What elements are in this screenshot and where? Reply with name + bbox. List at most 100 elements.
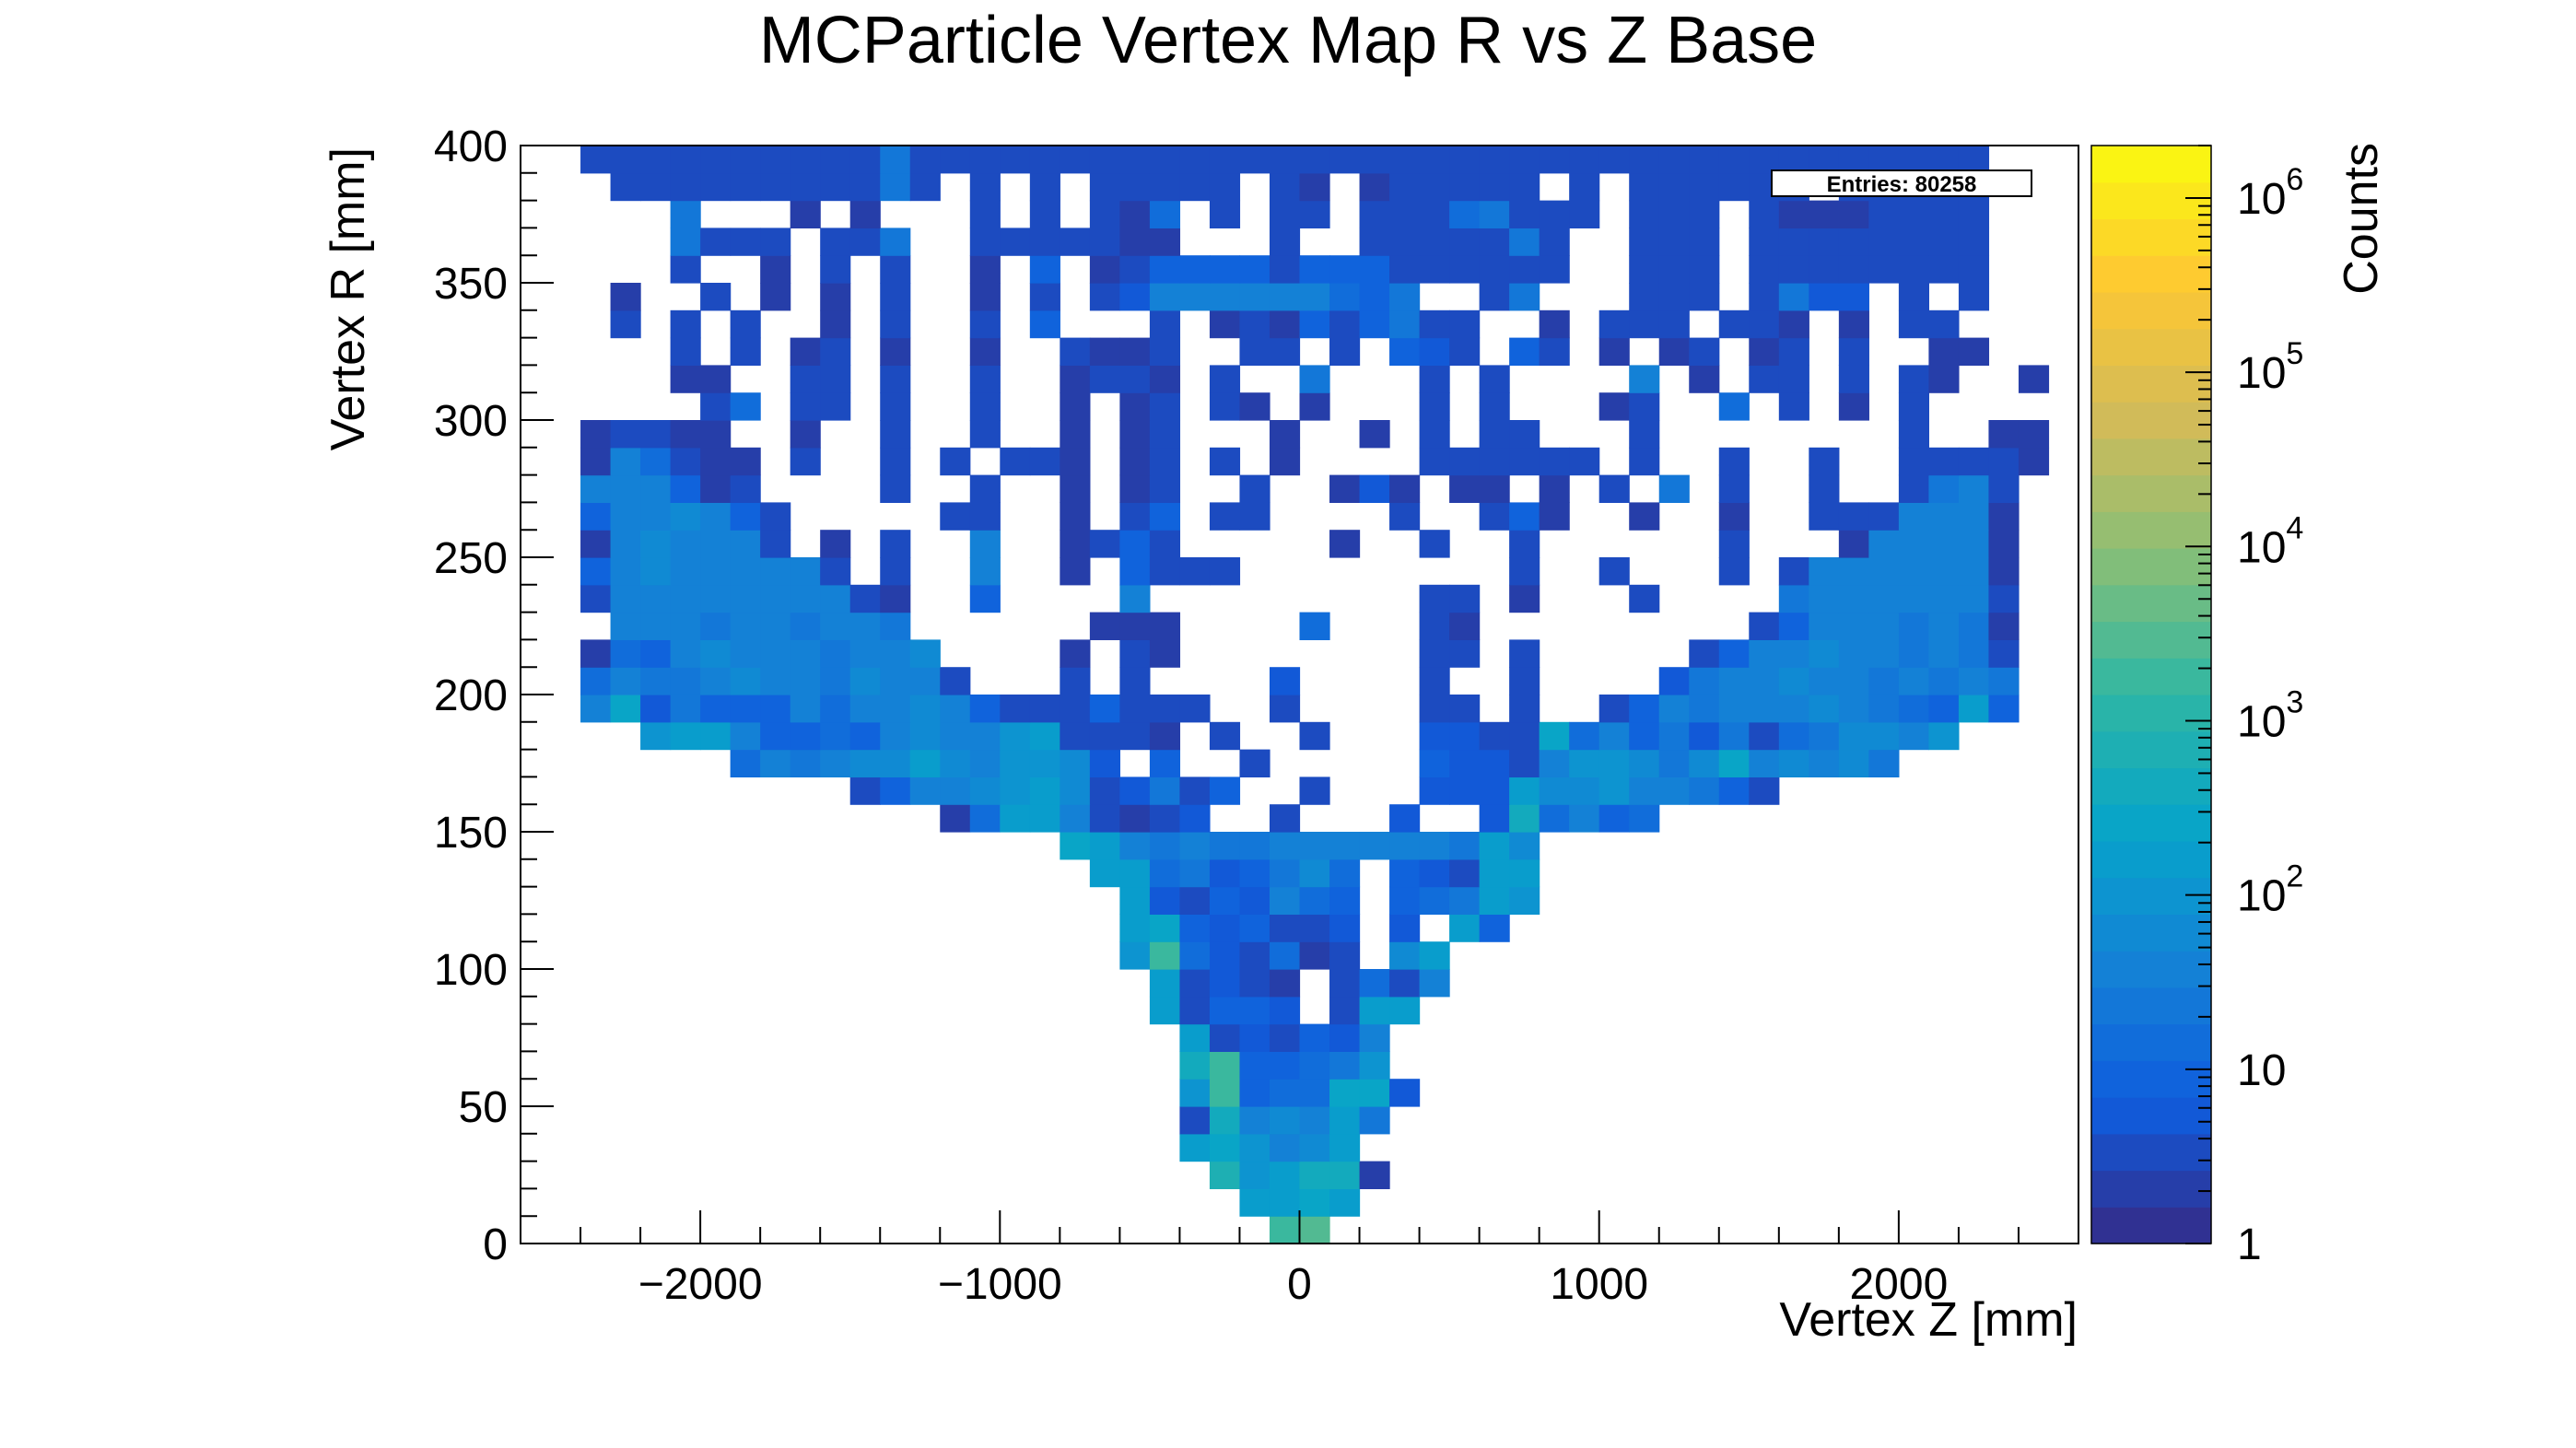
heatmap-bin bbox=[1689, 721, 1720, 751]
heatmap-bin bbox=[1868, 749, 1900, 777]
heatmap-bin bbox=[1629, 283, 1660, 311]
heatmap-bin bbox=[700, 721, 732, 751]
heatmap-bin bbox=[1329, 146, 1361, 174]
heatmap-bin bbox=[1299, 255, 1330, 284]
heatmap-bin bbox=[1868, 502, 1900, 531]
heatmap-bin bbox=[580, 530, 612, 558]
heatmap-bin bbox=[1539, 447, 1570, 476]
z-tick-exponent: 6 bbox=[2286, 162, 2303, 197]
heatmap-bin bbox=[1479, 474, 1510, 503]
heatmap-bin bbox=[1239, 1133, 1270, 1162]
heatmap-bin bbox=[1958, 337, 1990, 366]
heatmap-bin bbox=[1449, 612, 1481, 640]
heatmap-bin bbox=[1718, 502, 1750, 531]
heatmap-bin bbox=[1149, 639, 1181, 668]
heatmap-bin bbox=[1809, 612, 1840, 640]
heatmap-bin bbox=[1119, 337, 1151, 366]
heatmap-bin bbox=[1209, 283, 1241, 311]
color-scale bbox=[2091, 146, 2211, 1244]
heatmap-bin bbox=[1928, 695, 1960, 723]
heatmap-bin bbox=[820, 283, 851, 311]
heatmap-bin bbox=[940, 721, 971, 751]
heatmap-bin bbox=[700, 283, 732, 311]
heatmap-bin bbox=[1778, 584, 1809, 613]
heatmap-bin bbox=[1329, 255, 1361, 284]
heatmap-bin bbox=[1509, 146, 1540, 174]
heatmap-bin bbox=[760, 584, 791, 613]
heatmap-bin bbox=[1209, 1023, 1241, 1052]
heatmap-bin bbox=[1718, 695, 1750, 723]
heatmap-bin bbox=[1479, 749, 1510, 777]
heatmap-bin bbox=[1928, 502, 1960, 531]
heatmap-bin bbox=[1629, 804, 1660, 833]
heatmap-bin bbox=[790, 200, 821, 228]
heatmap-bin bbox=[1598, 337, 1630, 366]
heatmap-bin bbox=[1119, 392, 1151, 421]
heatmap-bin bbox=[670, 255, 701, 284]
heatmap-bin bbox=[1060, 502, 1091, 531]
heatmap-bin bbox=[1060, 530, 1091, 558]
heatmap-bin bbox=[1029, 721, 1060, 751]
heatmap-bin bbox=[1958, 447, 1990, 476]
heatmap-bin bbox=[1359, 309, 1390, 339]
heatmap-bin bbox=[1928, 228, 1960, 256]
heatmap-bin bbox=[1838, 584, 1869, 613]
heatmap-bin bbox=[730, 749, 761, 777]
heatmap-bin bbox=[1898, 365, 1929, 393]
heatmap-bin bbox=[1479, 146, 1510, 174]
heatmap-bin bbox=[1898, 447, 1929, 476]
heatmap-bin bbox=[760, 283, 791, 311]
heatmap-bin bbox=[1689, 777, 1720, 805]
heatmap-bin bbox=[1958, 146, 1990, 174]
y-axis: 0 50 100 150 200 250 300 350 400 bbox=[434, 123, 554, 1269]
heatmap-bin bbox=[1928, 612, 1960, 640]
heatmap-bin bbox=[1389, 502, 1421, 531]
heatmap-bin bbox=[1539, 502, 1570, 531]
heatmap-bin bbox=[1060, 804, 1091, 833]
heatmap-bin bbox=[1868, 557, 1900, 586]
heatmap-bin bbox=[1089, 749, 1120, 777]
color-scale-segment bbox=[2091, 695, 2211, 732]
heatmap-bin bbox=[1509, 447, 1540, 476]
heatmap-bin bbox=[760, 721, 791, 751]
heatmap-bin bbox=[1838, 667, 1869, 695]
heatmap-bin bbox=[1299, 172, 1330, 202]
heatmap-bin bbox=[1179, 804, 1211, 833]
heatmap-bin bbox=[1958, 557, 1990, 586]
heatmap-bin bbox=[1179, 146, 1211, 174]
color-scale-segment bbox=[2091, 511, 2211, 549]
heatmap-bin bbox=[849, 667, 881, 695]
heatmap-bin bbox=[760, 530, 791, 558]
y-tick-label: 250 bbox=[434, 534, 508, 583]
heatmap-bin bbox=[1359, 1023, 1390, 1052]
heatmap-bin bbox=[969, 420, 1001, 449]
heatmap-bin bbox=[1598, 557, 1630, 586]
heatmap-bin bbox=[1239, 337, 1270, 366]
heatmap-bin bbox=[1898, 612, 1929, 640]
heatmap-bin bbox=[1898, 474, 1929, 503]
heatmap-bin bbox=[790, 365, 821, 393]
y-tick-label: 150 bbox=[434, 809, 508, 858]
heatmap-bin bbox=[1209, 200, 1241, 228]
heatmap-bin bbox=[1389, 172, 1421, 202]
heatmap-bin bbox=[1359, 255, 1390, 284]
heatmap-bin bbox=[1658, 228, 1690, 256]
heatmap-bin bbox=[1269, 914, 1301, 942]
heatmap-bin bbox=[1928, 255, 1960, 284]
heatmap-bin bbox=[1928, 721, 1960, 751]
heatmap-bin bbox=[1000, 695, 1031, 723]
heatmap-bin bbox=[1898, 502, 1929, 531]
heatmap-bin bbox=[1239, 255, 1270, 284]
heatmap-bin bbox=[1778, 667, 1809, 695]
heatmap-bin bbox=[1089, 695, 1120, 723]
heatmap-bin bbox=[1838, 392, 1869, 421]
heatmap-bin bbox=[1060, 695, 1091, 723]
heatmap-bin bbox=[1299, 200, 1330, 228]
heatmap-bin bbox=[1089, 365, 1120, 393]
heatmap-bin bbox=[1749, 283, 1780, 311]
heatmap-bin bbox=[1209, 1133, 1241, 1162]
heatmap-bin bbox=[1149, 146, 1181, 174]
color-scale-segment bbox=[2091, 987, 2211, 1025]
heatmap-bin bbox=[880, 612, 911, 640]
heatmap-bin bbox=[820, 309, 851, 339]
